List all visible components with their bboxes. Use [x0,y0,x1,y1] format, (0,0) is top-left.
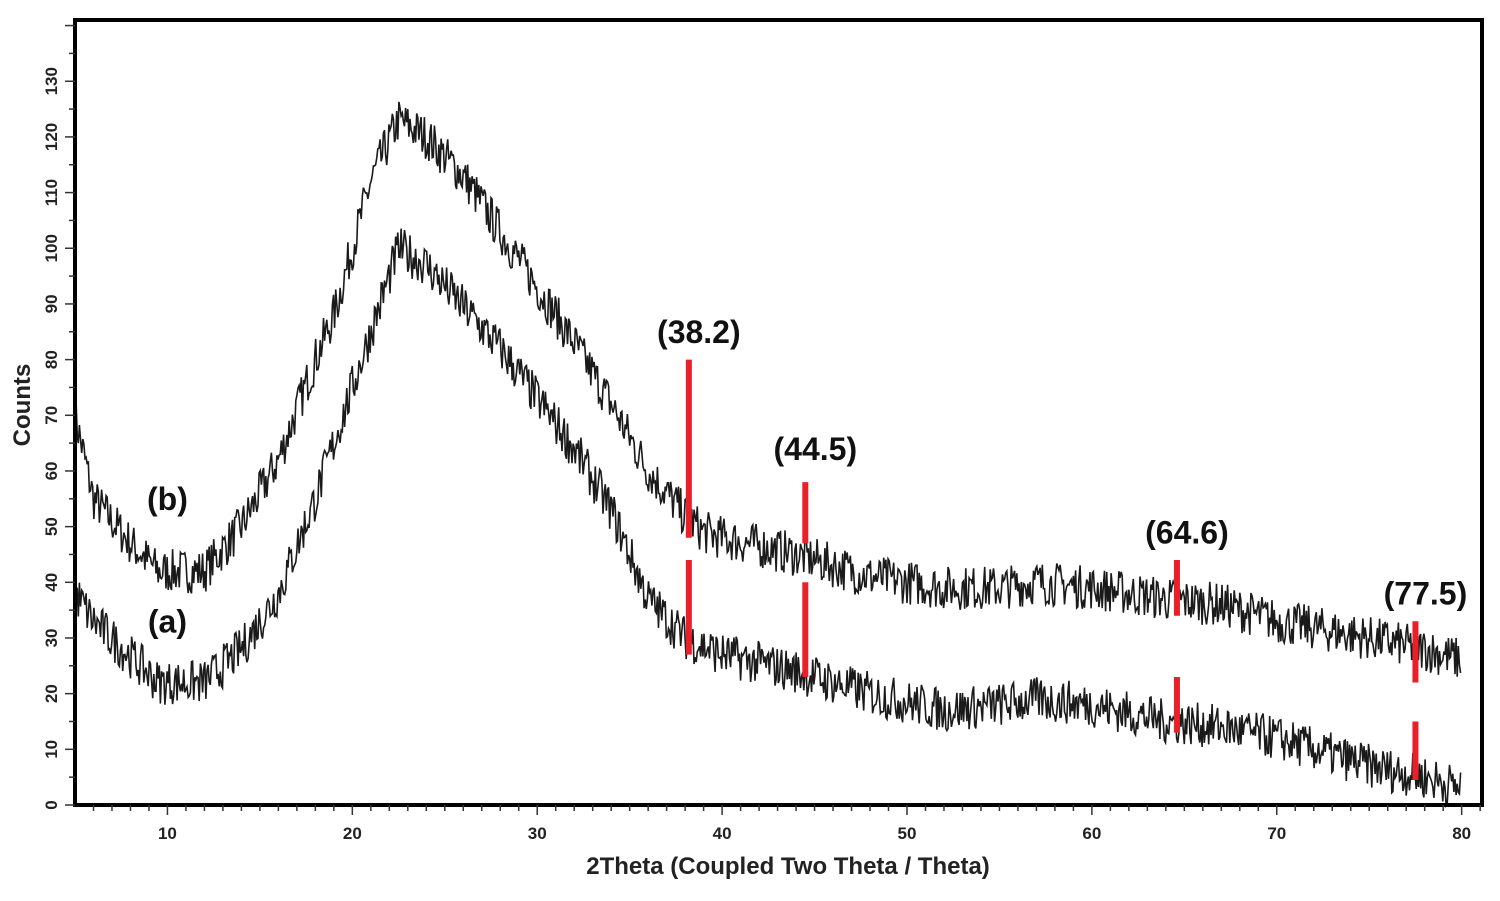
peak-label: (64.6) [1145,514,1229,550]
y-tick-label: 100 [42,234,61,262]
y-tick-label: 0 [42,800,61,809]
peak-marker-layer: (38.2) (44.5) (64.6) (77.5) [657,314,1467,780]
x-tick-label: 80 [1452,824,1471,843]
x-tick-label: 20 [343,824,362,843]
x-axis-label: 2Theta (Coupled Two Theta / Theta) [586,853,990,880]
y-tick-label: 20 [42,684,61,703]
y-tick-label: 80 [42,350,61,369]
y-axis: 0 10 20 30 40 50 60 70 80 90 100 110 120 130 [42,24,75,810]
plot-frame [73,18,1484,807]
y-tick-label: 90 [42,294,61,313]
x-tick-label: 30 [528,824,547,843]
series-label: (a) [148,603,187,639]
x-axis: 10 20 30 40 50 60 70 80 [92,805,1481,843]
y-tick-label: 40 [42,573,61,592]
y-tick-label: 70 [42,406,61,425]
peak-label: (44.5) [774,431,858,467]
x-tick-label: 50 [898,824,917,843]
series-label: (b) [147,481,188,517]
x-tick-label: 70 [1267,824,1286,843]
y-tick-label: 50 [42,517,61,536]
series-line-a [74,228,1462,809]
y-axis-label: Counts [9,364,36,447]
peak-label: (38.2) [657,314,741,350]
y-tick-label: 30 [42,629,61,648]
y-tick-label: 60 [42,461,61,480]
y-tick-label: 120 [42,123,61,151]
y-tick-label: 10 [42,740,61,759]
y-tick-label: 110 [42,179,61,206]
series-line-b [74,101,1462,677]
x-tick-label: 10 [158,824,177,843]
x-tick-label: 60 [1082,824,1101,843]
x-tick-label: 40 [713,824,732,843]
y-tick-label: 130 [42,67,61,95]
peak-label: (77.5) [1384,576,1468,612]
series-layer: (b) (a) [74,101,1462,809]
